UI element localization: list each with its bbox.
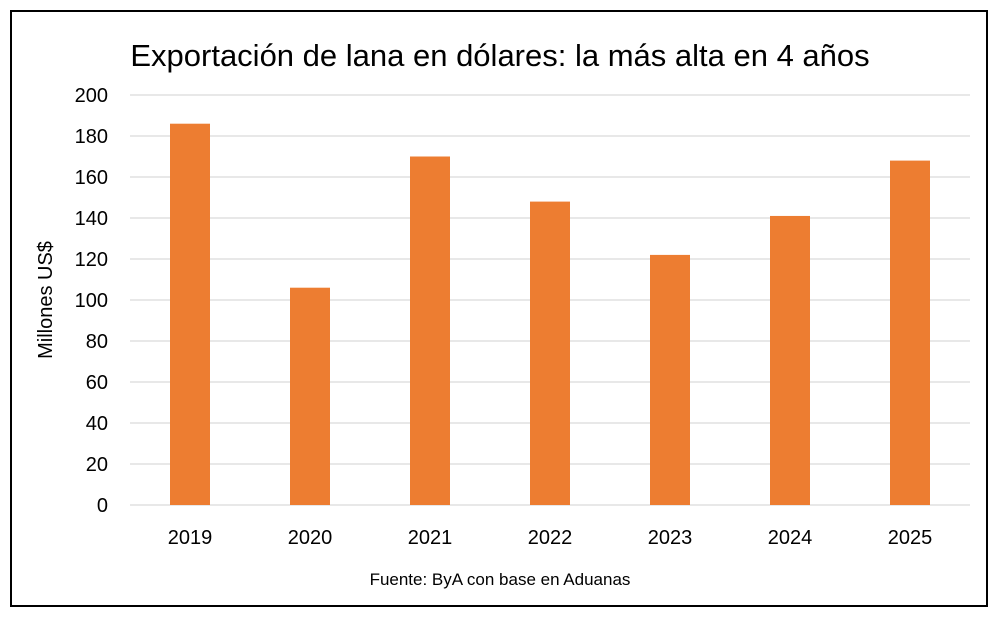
- bar-2019: [170, 123, 210, 505]
- bar-2021: [410, 156, 450, 505]
- x-tick-label: 2021: [408, 527, 453, 549]
- y-tick-label: 200: [75, 85, 108, 107]
- bar-2025: [890, 160, 930, 505]
- bar-2022: [530, 201, 570, 505]
- x-axis-ticks: 2019 2020 2021 2022 2023 2024 2025: [168, 527, 933, 549]
- x-tick-label: 2022: [528, 527, 573, 549]
- x-tick-label: 2019: [168, 527, 213, 549]
- x-tick-label: 2023: [648, 527, 693, 549]
- y-axis-title: Millones US$: [35, 241, 57, 359]
- y-axis-ticks: 0 20 40 60 80 100 120 140 160 180 200: [75, 85, 108, 517]
- y-tick-label: 0: [97, 495, 108, 517]
- y-tick-label: 100: [75, 290, 108, 312]
- source-note: Fuente: ByA con base en Aduanas: [369, 570, 631, 589]
- bar-2023: [650, 254, 690, 505]
- bar-2024: [770, 215, 810, 505]
- y-tick-label: 20: [86, 454, 108, 476]
- y-tick-label: 180: [75, 126, 108, 148]
- chart-title: Exportación de lana en dólares: la más a…: [130, 38, 870, 73]
- y-tick-label: 40: [86, 413, 108, 435]
- bars: [170, 123, 930, 505]
- x-tick-label: 2020: [288, 527, 333, 549]
- y-tick-label: 120: [75, 249, 108, 271]
- bar-2020: [290, 287, 330, 505]
- x-tick-label: 2025: [888, 527, 933, 549]
- y-tick-label: 60: [86, 372, 108, 394]
- y-tick-label: 140: [75, 208, 108, 230]
- y-tick-label: 160: [75, 167, 108, 189]
- y-tick-label: 80: [86, 331, 108, 353]
- x-tick-label: 2024: [768, 527, 813, 549]
